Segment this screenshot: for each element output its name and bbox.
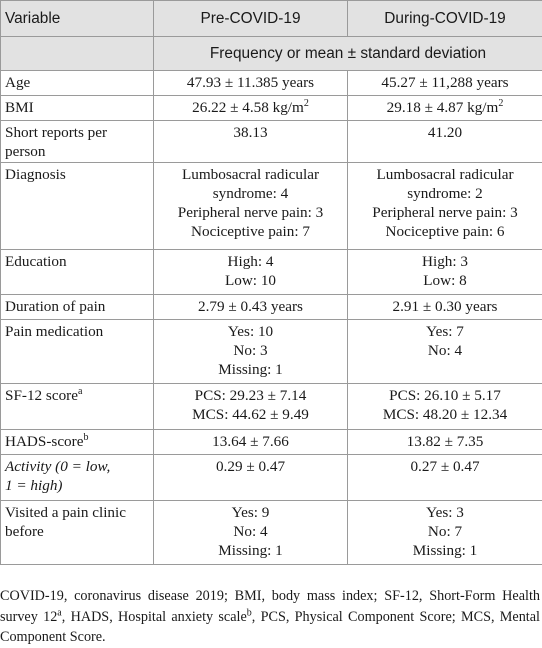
data-table: Variable Pre-COVID-19 During-COVID-19 Fr… bbox=[0, 0, 542, 565]
value-line: Peripheral nerve pain: 3 bbox=[353, 203, 537, 222]
during-bmi-text: 29.18 ± 4.87 kg/m bbox=[387, 99, 499, 116]
unit-superscript: 2 bbox=[498, 98, 503, 109]
pre-value: 0.29 ± 0.47 bbox=[154, 455, 348, 501]
header-pre-covid: Pre-COVID-19 bbox=[154, 1, 348, 37]
value-line: High: 4 bbox=[159, 252, 342, 271]
pre-value: 26.22 ± 4.58 kg/m2 bbox=[154, 96, 348, 121]
value-line: High: 3 bbox=[353, 252, 537, 271]
value-line: No: 4 bbox=[353, 341, 537, 360]
header-variable: Variable bbox=[1, 1, 154, 37]
pre-bmi-text: 26.22 ± 4.58 kg/m bbox=[192, 99, 304, 116]
hads-label-text: HADS-score bbox=[5, 433, 83, 450]
footnote-text: , HADS, Hospital anxiety scale bbox=[62, 609, 247, 625]
value-line: No: 4 bbox=[159, 522, 342, 541]
pre-value: 38.13 bbox=[154, 121, 348, 163]
row-label-line: person bbox=[5, 142, 148, 161]
during-value: 2.91 ± 0.30 years bbox=[348, 295, 542, 320]
row-label-line: 1 = high) bbox=[5, 476, 148, 495]
value-line: Yes: 9 bbox=[159, 503, 342, 522]
value-line: Lumbosacral radicular bbox=[353, 165, 537, 184]
header-during-covid: During-COVID-19 bbox=[348, 1, 542, 37]
value-line: syndrome: 4 bbox=[159, 184, 342, 203]
row-label: Activity (0 = low,1 = high) bbox=[1, 455, 154, 501]
pre-value: Yes: 9 No: 4 Missing: 1 bbox=[154, 501, 348, 565]
table-row-education: Education High: 4 Low: 10 High: 3 Low: 8 bbox=[1, 250, 542, 295]
footnote-marker: b bbox=[83, 432, 88, 443]
sf12-label-text: SF-12 score bbox=[5, 387, 78, 404]
during-value: 29.18 ± 4.87 kg/m2 bbox=[348, 96, 542, 121]
value-line: No: 3 bbox=[159, 341, 342, 360]
value-line: Yes: 10 bbox=[159, 322, 342, 341]
during-value: 13.82 ± 7.35 bbox=[348, 430, 542, 455]
row-label: Duration of pain bbox=[1, 295, 154, 320]
pre-value: 13.64 ± 7.66 bbox=[154, 430, 348, 455]
during-value: High: 3 Low: 8 bbox=[348, 250, 542, 295]
during-value: PCS: 26.10 ± 5.17 MCS: 48.20 ± 12.34 bbox=[348, 384, 542, 430]
value-line: No: 7 bbox=[353, 522, 537, 541]
row-label: Education bbox=[1, 250, 154, 295]
row-label: Age bbox=[1, 71, 154, 96]
value-line: Nociceptive pain: 7 bbox=[159, 222, 342, 241]
table-row-duration: Duration of pain 2.79 ± 0.43 years 2.91 … bbox=[1, 295, 542, 320]
row-label-line: before bbox=[5, 522, 148, 541]
value-line: Low: 8 bbox=[353, 271, 537, 290]
pre-value: Yes: 10 No: 3 Missing: 1 bbox=[154, 320, 348, 384]
table-row-hads: HADS-scoreb 13.64 ± 7.66 13.82 ± 7.35 bbox=[1, 430, 542, 455]
value-line: Lumbosacral radicular bbox=[159, 165, 342, 184]
table-row-sf12: SF-12 scorea PCS: 29.23 ± 7.14 MCS: 44.6… bbox=[1, 384, 542, 430]
row-label: Pain medication bbox=[1, 320, 154, 384]
row-label: HADS-scoreb bbox=[1, 430, 154, 455]
pre-value: High: 4 Low: 10 bbox=[154, 250, 348, 295]
during-value: Yes: 7 No: 4 bbox=[348, 320, 542, 384]
pre-value: Lumbosacral radicular syndrome: 4 Periph… bbox=[154, 163, 348, 250]
table-row-medication: Pain medication Yes: 10 No: 3 Missing: 1… bbox=[1, 320, 542, 384]
row-label-line: Visited a pain clinic bbox=[5, 503, 148, 522]
value-line: syndrome: 2 bbox=[353, 184, 537, 203]
pre-value: 47.93 ± 11.385 years bbox=[154, 71, 348, 96]
pre-value: PCS: 29.23 ± 7.14 MCS: 44.62 ± 9.49 bbox=[154, 384, 348, 430]
row-label-line: Activity (0 = low, bbox=[5, 457, 148, 476]
pre-value: 2.79 ± 0.43 years bbox=[154, 295, 348, 320]
value-line: Missing: 1 bbox=[159, 541, 342, 560]
table-row-age: Age 47.93 ± 11.385 years 45.27 ± 11,288 … bbox=[1, 71, 542, 96]
value-line: Yes: 3 bbox=[353, 503, 537, 522]
unit-superscript: 2 bbox=[304, 98, 309, 109]
during-value: 45.27 ± 11,288 years bbox=[348, 71, 542, 96]
value-line: PCS: 26.10 ± 5.17 bbox=[353, 386, 537, 405]
during-value: 0.27 ± 0.47 bbox=[348, 455, 542, 501]
header-row: Variable Pre-COVID-19 During-COVID-19 bbox=[1, 1, 542, 37]
during-value: 41.20 bbox=[348, 121, 542, 163]
value-line: Yes: 7 bbox=[353, 322, 537, 341]
table-row-diagnosis: Diagnosis Lumbosacral radicular syndrome… bbox=[1, 163, 542, 250]
value-line: Missing: 1 bbox=[353, 541, 537, 560]
subheader-empty-cell bbox=[1, 37, 154, 71]
value-line: Low: 10 bbox=[159, 271, 342, 290]
value-line: Nociceptive pain: 6 bbox=[353, 222, 537, 241]
subheader-row: Frequency or mean ± standard deviation bbox=[1, 37, 542, 71]
during-value: Lumbosacral radicular syndrome: 2 Periph… bbox=[348, 163, 542, 250]
row-label: BMI bbox=[1, 96, 154, 121]
value-line: MCS: 44.62 ± 9.49 bbox=[159, 405, 342, 424]
row-label: SF-12 scorea bbox=[1, 384, 154, 430]
value-line: MCS: 48.20 ± 12.34 bbox=[353, 405, 537, 424]
value-line: Peripheral nerve pain: 3 bbox=[159, 203, 342, 222]
footnote-marker: a bbox=[78, 386, 82, 397]
row-label: Diagnosis bbox=[1, 163, 154, 250]
row-label-line: Short reports per bbox=[5, 123, 148, 142]
table-row-activity: Activity (0 = low,1 = high) 0.29 ± 0.47 … bbox=[1, 455, 542, 501]
table-row-bmi: BMI 26.22 ± 4.58 kg/m2 29.18 ± 4.87 kg/m… bbox=[1, 96, 542, 121]
value-line: Missing: 1 bbox=[159, 360, 342, 379]
value-line: PCS: 29.23 ± 7.14 bbox=[159, 386, 342, 405]
table-footnote: COVID-19, coronavirus disease 2019; BMI,… bbox=[0, 586, 540, 648]
subheader-label: Frequency or mean ± standard deviation bbox=[154, 37, 542, 71]
during-value: Yes: 3 No: 7 Missing: 1 bbox=[348, 501, 542, 565]
